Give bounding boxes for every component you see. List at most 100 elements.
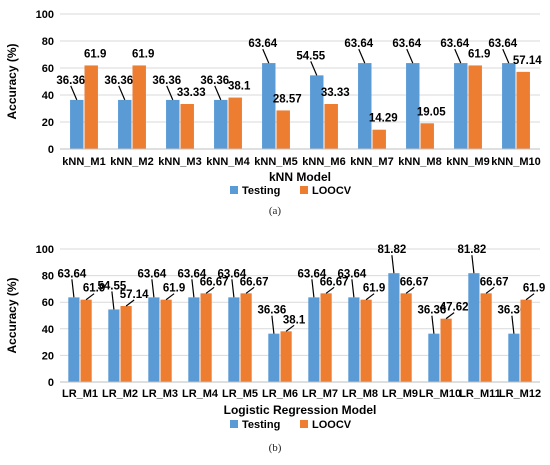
bar-testing-knn_m8 bbox=[406, 63, 420, 149]
bar-loocv-lr_m9 bbox=[400, 293, 412, 382]
bar-testing-knn_m3 bbox=[166, 99, 180, 149]
bar-testing-knn_m9 bbox=[454, 63, 468, 149]
data-label: 47.62 bbox=[440, 302, 469, 314]
bar-loocv-lr_m2 bbox=[120, 306, 132, 382]
bar-loocv-lr_m10 bbox=[440, 318, 452, 382]
bar-loocv-lr_m7 bbox=[320, 293, 332, 382]
data-label-leader bbox=[351, 279, 355, 298]
bar-testing-lr_m8 bbox=[348, 297, 360, 382]
x-tick-label: kNN_M3 bbox=[158, 156, 201, 168]
bar-loocv-lr_m12 bbox=[520, 299, 532, 382]
y-tick-label: 40 bbox=[42, 324, 54, 336]
data-label-leader bbox=[166, 85, 174, 101]
data-label: 57.14 bbox=[120, 289, 149, 301]
bar-loocv-knn_m6 bbox=[324, 104, 338, 149]
data-label-leader bbox=[485, 286, 495, 294]
y-tick-label: 40 bbox=[42, 90, 54, 102]
data-label: 61.9 bbox=[363, 283, 385, 295]
bar-loocv-lr_m4 bbox=[200, 293, 212, 382]
x-tick-label: LR_M8 bbox=[342, 388, 378, 400]
data-label-leader bbox=[405, 286, 415, 294]
bar-testing-knn_m10 bbox=[502, 63, 516, 149]
data-label-leader bbox=[502, 48, 510, 64]
y-tick-label: 80 bbox=[42, 271, 54, 283]
legend-label-testing: Testing bbox=[242, 419, 280, 431]
x-tick-label: LR_M11 bbox=[459, 388, 501, 400]
data-label: 63.64 bbox=[344, 38, 373, 50]
data-label: 61.9 bbox=[163, 283, 185, 295]
x-tick-label: LR_M2 bbox=[102, 388, 138, 400]
data-label-leader bbox=[165, 293, 175, 301]
bar-testing-lr_m1 bbox=[68, 297, 80, 382]
data-label-leader bbox=[454, 48, 462, 64]
y-tick-label: 100 bbox=[36, 9, 54, 21]
bar-testing-lr_m10 bbox=[428, 333, 440, 382]
bar-loocv-lr_m6 bbox=[280, 331, 292, 382]
x-tick-label: LR_M12 bbox=[499, 388, 541, 400]
legend-swatch-testing bbox=[230, 186, 238, 194]
data-label: 14.29 bbox=[369, 113, 398, 125]
x-tick-label: kNN_M1 bbox=[62, 156, 105, 168]
caption-a: (a) bbox=[268, 205, 282, 217]
bar-loocv-lr_m8 bbox=[360, 299, 372, 382]
data-label: 61.9 bbox=[523, 283, 545, 295]
bar-testing-lr_m2 bbox=[108, 309, 120, 382]
legend-swatch-loocv bbox=[300, 420, 308, 428]
bar-testing-knn_m2 bbox=[118, 99, 132, 149]
data-label-leader bbox=[406, 48, 414, 64]
bar-testing-knn_m1 bbox=[70, 99, 84, 149]
x-tick-label: LR_M9 bbox=[382, 388, 418, 400]
data-label: 63.64 bbox=[138, 268, 167, 280]
data-label: 33.33 bbox=[321, 87, 350, 99]
data-label-leader bbox=[471, 255, 475, 274]
data-label: 38.1 bbox=[283, 314, 306, 326]
bar-loocv-lr_m1 bbox=[80, 299, 92, 382]
data-label-leader bbox=[205, 286, 215, 294]
data-label-leader bbox=[358, 48, 366, 64]
y-tick-label: 60 bbox=[42, 63, 54, 75]
data-label: 33.33 bbox=[177, 87, 206, 99]
data-label-leader bbox=[71, 279, 75, 298]
data-label: 54.55 bbox=[296, 50, 325, 62]
data-label: 61.9 bbox=[83, 283, 105, 295]
x-tick-label: kNN_M5 bbox=[254, 156, 297, 168]
bar-loocv-knn_m8 bbox=[420, 123, 434, 149]
data-label: 36.36 bbox=[152, 75, 181, 87]
x-tick-label: kNN_M6 bbox=[302, 156, 345, 168]
data-label: 63.64 bbox=[440, 38, 469, 50]
data-label-leader bbox=[311, 279, 315, 298]
data-label-leader bbox=[111, 291, 115, 310]
bar-loocv-lr_m3 bbox=[160, 299, 172, 382]
data-label-leader bbox=[431, 315, 435, 334]
data-label-leader bbox=[214, 85, 222, 101]
data-label: 36.36 bbox=[418, 305, 447, 317]
data-label-leader bbox=[365, 293, 375, 301]
bar-testing-lr_m4 bbox=[188, 297, 200, 382]
bar-testing-knn_m7 bbox=[358, 63, 372, 149]
data-label-leader bbox=[85, 293, 95, 301]
data-label: 66.67 bbox=[320, 276, 349, 288]
data-label: 36.36 bbox=[258, 305, 287, 317]
y-tick-label: 60 bbox=[42, 297, 54, 309]
data-label: 66.67 bbox=[400, 276, 429, 288]
x-tick-label: LR_M10 bbox=[419, 388, 461, 400]
data-label-leader bbox=[285, 324, 295, 332]
data-label: 63.64 bbox=[218, 268, 247, 280]
x-tick-label: kNN_M7 bbox=[350, 156, 393, 168]
data-label: 66.67 bbox=[480, 276, 509, 288]
data-label: 36.36 bbox=[498, 305, 527, 317]
y-tick-label: 20 bbox=[42, 350, 54, 362]
bar-loocv-lr_m11 bbox=[480, 293, 492, 382]
data-label: 63.64 bbox=[338, 268, 367, 280]
y-tick-label: 100 bbox=[36, 244, 54, 256]
data-label: 63.64 bbox=[178, 268, 207, 280]
data-label: 66.67 bbox=[200, 276, 229, 288]
data-label-leader bbox=[271, 315, 275, 334]
data-label: 61.9 bbox=[84, 48, 106, 60]
legend-label-loocv: LOOCV bbox=[312, 185, 352, 197]
data-label: 54.55 bbox=[98, 280, 127, 292]
x-axis-title: Logistic Regression Model bbox=[224, 403, 377, 417]
data-label-leader bbox=[151, 279, 155, 298]
data-label: 81.82 bbox=[378, 244, 407, 256]
bar-loocv-knn_m9 bbox=[468, 65, 482, 149]
